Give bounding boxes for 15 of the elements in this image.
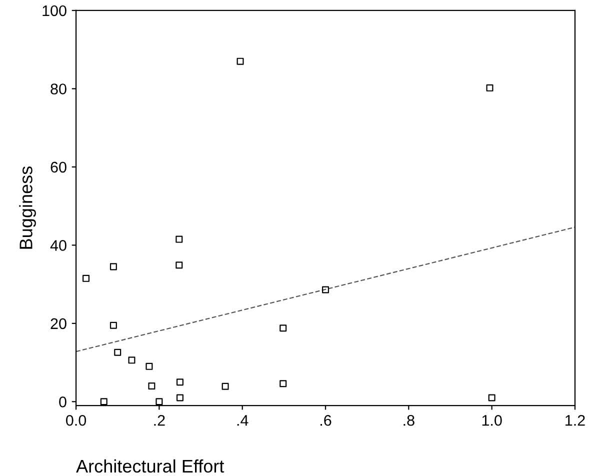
x-tick-label: .8 — [404, 414, 414, 426]
y-tick-label: 0 — [59, 396, 66, 408]
x-tick-label: .6 — [320, 414, 332, 426]
y-tick-label: 40 — [50, 240, 66, 251]
x-tick-label: 1.2 — [566, 414, 585, 426]
x-tick-label: .2 — [154, 414, 165, 426]
y-tick-label: 80 — [50, 84, 66, 94]
y-tick-label: 100 — [42, 5, 66, 16]
x-axis-title: Architectural Effort — [76, 459, 224, 473]
x-tick-label: 0.0 — [66, 414, 86, 426]
y-tick-label: 60 — [50, 162, 66, 173]
x-tick-label: 1.0 — [482, 414, 502, 426]
y-tick-label: 20 — [50, 318, 66, 330]
y-axis-title: Bugginess — [19, 166, 36, 249]
x-tick-label: .4 — [237, 415, 248, 426]
